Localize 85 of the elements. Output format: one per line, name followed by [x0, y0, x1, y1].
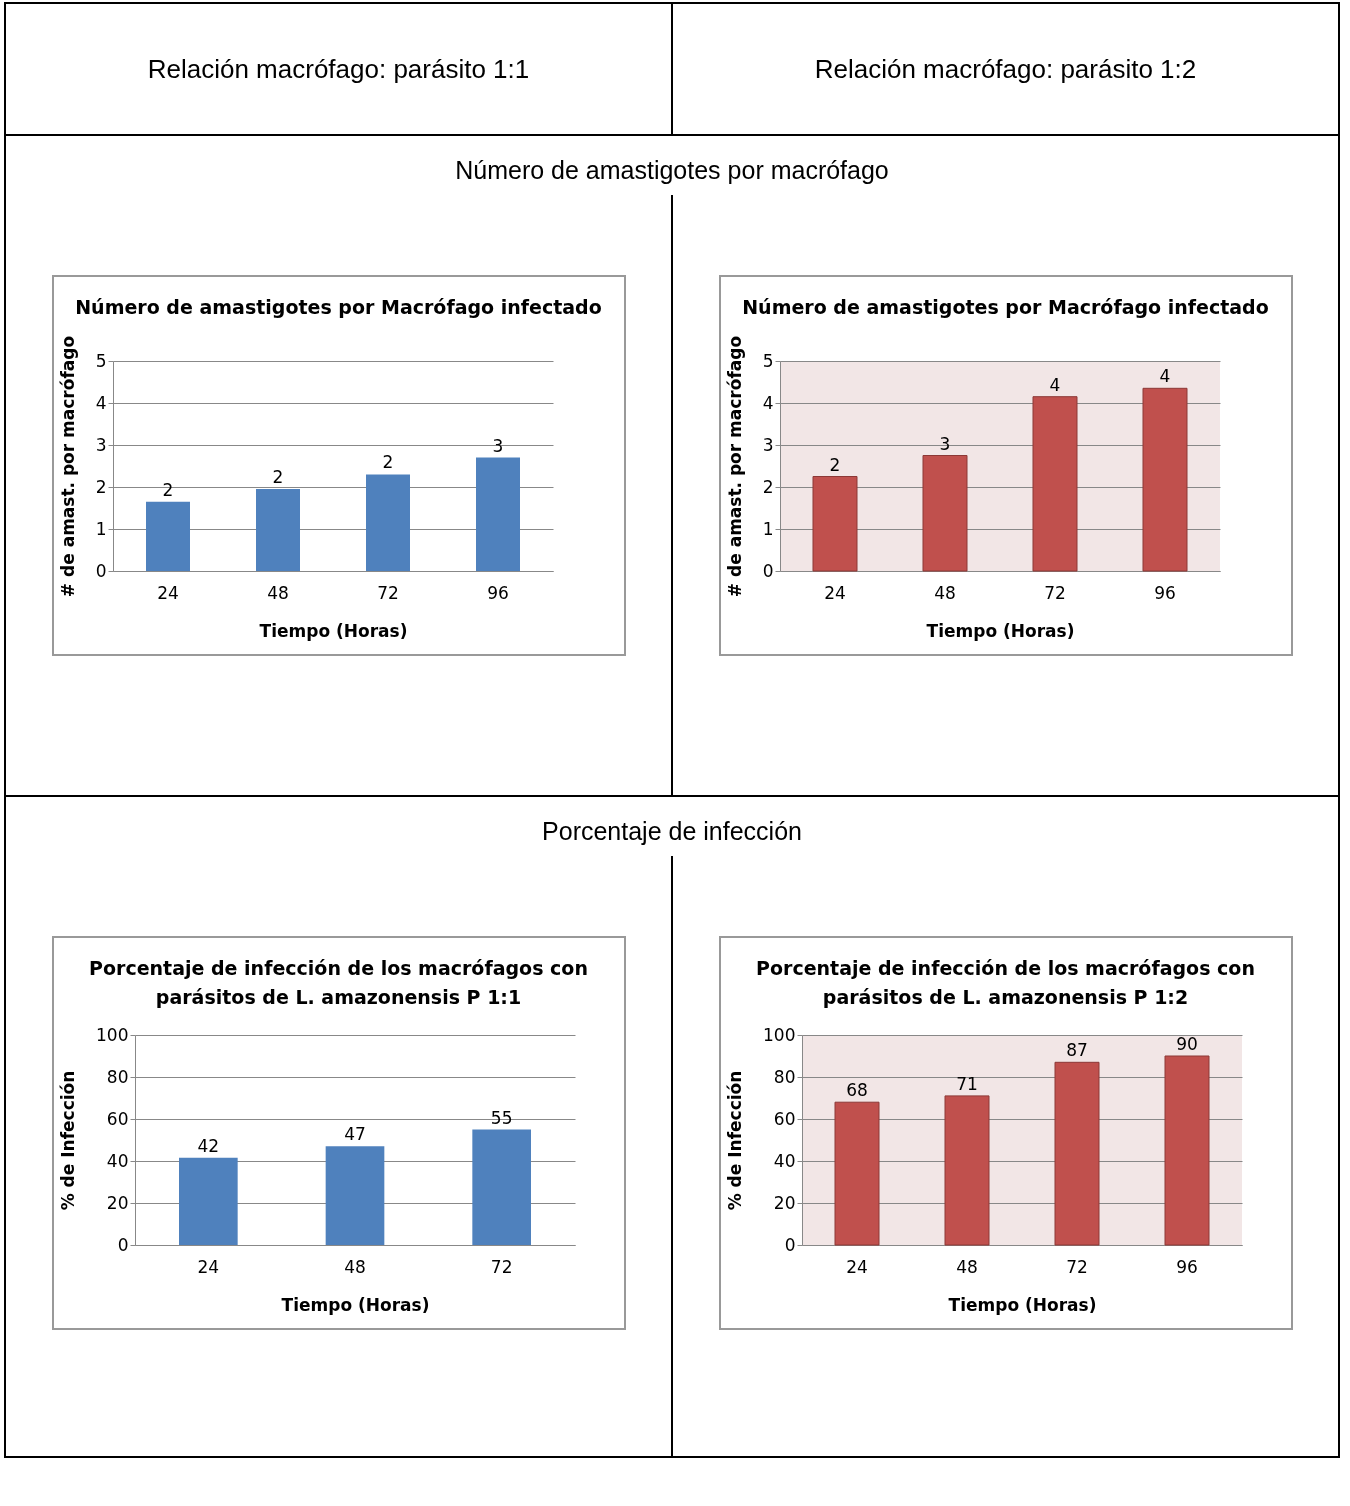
bar — [325, 1146, 384, 1245]
bar — [1032, 396, 1077, 572]
data-label: 42 — [197, 1135, 219, 1156]
x-axis-title: Tiempo (Horas) — [281, 1294, 429, 1315]
x-tick-label: 72 — [376, 582, 399, 603]
data-label: 3 — [939, 433, 950, 454]
bar — [255, 489, 300, 572]
x-tick-label: 48 — [955, 1256, 978, 1277]
x-tick-label: 96 — [486, 582, 509, 603]
y-tick-label: 100 — [95, 1024, 128, 1045]
x-tick-label: 96 — [1153, 582, 1176, 603]
y-tick-label: 40 — [773, 1150, 795, 1171]
x-tick-label: 48 — [933, 582, 956, 603]
x-tick-label: 24 — [823, 582, 846, 603]
y-tick-label: 5 — [95, 350, 106, 371]
y-axis-title: % de Infección — [724, 1070, 745, 1211]
x-tick-label: 72 — [490, 1256, 512, 1277]
data-label: 2 — [829, 454, 840, 475]
x-tick-label: 96 — [1175, 1256, 1198, 1277]
y-tick-label: 4 — [762, 392, 773, 413]
bar — [145, 502, 190, 572]
bar — [1054, 1061, 1099, 1246]
chart-title: Número de amastigotes por Macrófago infectado — [741, 295, 1270, 320]
y-tick-label: 60 — [106, 1108, 128, 1129]
bar — [178, 1157, 238, 1245]
data-label: 87 — [1065, 1040, 1088, 1061]
y-tick-label: 0 — [117, 1234, 128, 1255]
x-tick-label: 24 — [156, 582, 179, 603]
y-axis-title: # de amast. por macrófago — [724, 336, 745, 598]
x-axis-title: Tiempo (Horas) — [259, 620, 407, 641]
y-tick-label: 0 — [95, 560, 106, 581]
text: Relación macrófago: parásito 1:1 — [5, 3, 672, 135]
bar — [365, 474, 410, 572]
y-tick-label: 40 — [106, 1150, 128, 1171]
bar — [922, 455, 967, 572]
y-tick-label: 4 — [95, 392, 106, 413]
x-axis-title: Tiempo (Horas) — [948, 1294, 1096, 1315]
y-tick-label: 3 — [95, 434, 106, 455]
bar — [471, 1129, 531, 1245]
y-tick-label: 3 — [762, 434, 773, 455]
data-label: 4 — [1049, 375, 1060, 396]
data-label: 68 — [845, 1080, 868, 1101]
x-tick-label: 48 — [343, 1256, 366, 1277]
y-axis-title: % de Infección — [57, 1070, 78, 1211]
y-tick-label: 80 — [106, 1066, 128, 1087]
data-label: 71 — [955, 1073, 978, 1094]
bar — [1142, 388, 1187, 572]
data-label: 2 — [162, 480, 173, 501]
x-tick-label: 72 — [1065, 1256, 1088, 1277]
y-tick-label: 0 — [784, 1234, 795, 1255]
y-tick-label: 1 — [762, 518, 773, 539]
bar — [944, 1095, 989, 1246]
x-tick-label: 24 — [197, 1256, 219, 1277]
text: Porcentaje de infección — [5, 796, 1339, 856]
x-tick-label: 24 — [845, 1256, 868, 1277]
y-tick-label: 2 — [762, 476, 773, 497]
bar — [1164, 1055, 1209, 1246]
data-label: 55 — [490, 1107, 512, 1128]
y-tick-label: 1 — [95, 518, 106, 539]
chart-title: Número de amastigotes por Macrófago infectado — [74, 295, 603, 320]
y-tick-label: 5 — [762, 350, 773, 371]
text: Número de amastigotes por macrófago — [5, 135, 1339, 195]
text: Relación macrófago: parásito 1:2 — [672, 3, 1339, 135]
bar — [812, 476, 857, 572]
x-axis-title: Tiempo (Horas) — [926, 620, 1074, 641]
y-tick-label: 2 — [95, 476, 106, 497]
y-tick-label: 60 — [773, 1108, 795, 1129]
data-label: 47 — [343, 1124, 366, 1145]
chart-title: Porcentaje de infección de los macrófagos con parásitos de L. amazonensis P 1:2 — [755, 956, 1256, 1011]
x-tick-label: 72 — [1043, 582, 1066, 603]
y-tick-label: 0 — [762, 560, 773, 581]
bar — [475, 458, 520, 572]
bar — [834, 1101, 879, 1246]
data-label: 90 — [1175, 1033, 1198, 1054]
data-label: 2 — [382, 452, 393, 473]
y-tick-label: 20 — [773, 1192, 795, 1213]
data-label: 2 — [272, 467, 283, 488]
y-axis-title: # de amast. por macrófago — [57, 336, 78, 598]
data-label: 3 — [492, 436, 503, 457]
y-tick-label: 20 — [106, 1192, 128, 1213]
data-label: 4 — [1159, 366, 1170, 387]
y-tick-label: 80 — [773, 1066, 795, 1087]
x-tick-label: 48 — [266, 582, 289, 603]
chart-title: Porcentaje de infección de los macrófagos con parásitos de L. amazonensis P 1:1 — [88, 956, 589, 1011]
y-tick-label: 100 — [762, 1024, 795, 1045]
